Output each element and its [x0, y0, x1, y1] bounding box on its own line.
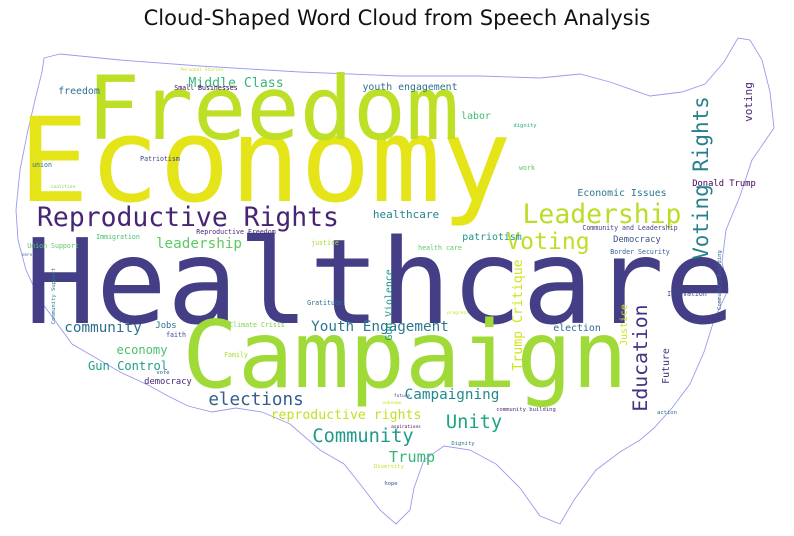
- word-58: hope: [384, 481, 397, 487]
- word-62: coalition: [51, 184, 76, 190]
- word-28: labor: [461, 111, 491, 122]
- word-1: Economy: [18, 92, 511, 229]
- word-50: Patriotism: [140, 155, 180, 163]
- word-51: union: [32, 161, 52, 169]
- word-4: Reproductive Rights: [37, 202, 339, 233]
- word-33: democracy: [144, 377, 192, 387]
- word-38: Border Security: [610, 248, 670, 256]
- word-6: Voting: [506, 229, 589, 255]
- word-67: progress: [447, 311, 469, 316]
- word-23: voting: [742, 82, 755, 122]
- word-10: Community: [312, 426, 413, 447]
- word-7: Voting Rights: [689, 96, 713, 260]
- word-12: Trump: [389, 448, 435, 466]
- word-20: Gun Control: [88, 359, 168, 373]
- word-68: unknown: [383, 400, 402, 406]
- word-43: faith: [166, 331, 186, 339]
- word-29: Future: [661, 348, 672, 384]
- word-65: aspirations: [391, 424, 421, 430]
- word-36: Jobs: [155, 321, 176, 331]
- word-45: Gratitude: [307, 299, 343, 307]
- word-47: justice: [311, 239, 339, 247]
- word-13: Campaigning: [405, 387, 500, 403]
- word-63: Personal Stories: [180, 67, 224, 73]
- word-22: healthcare: [373, 208, 439, 221]
- word-35: Democracy: [613, 235, 661, 245]
- word-26: patriotism: [462, 232, 522, 243]
- word-60: Community Building: [717, 250, 723, 310]
- chart-title: Cloud-Shaped Word Cloud from Speech Anal…: [143, 6, 651, 30]
- word-34: Donald Trump: [692, 179, 756, 189]
- word-8: Education: [629, 304, 652, 411]
- word-17: Middle Class: [188, 76, 283, 91]
- word-32: Gun Violence: [384, 269, 395, 340]
- word-30: Justice: [619, 304, 630, 346]
- word-56: dignity: [513, 123, 537, 129]
- word-15: community: [64, 320, 142, 336]
- word-16: leadership: [156, 236, 242, 252]
- word-59: Community Support: [51, 268, 57, 324]
- word-57: action: [657, 410, 677, 416]
- word-54: Diversity: [374, 464, 404, 470]
- word-40: Immigration: [96, 233, 140, 241]
- word-0: Healthcare: [25, 213, 735, 351]
- word-2: Campaign: [182, 301, 628, 409]
- word-55: Dignity: [451, 441, 475, 447]
- word-19: reproductive rights: [271, 408, 422, 423]
- word-9: Unity: [446, 412, 502, 433]
- word-24: Economic Issues: [577, 188, 666, 199]
- word-11: elections: [208, 390, 303, 410]
- word-21: economy: [117, 343, 168, 357]
- word-52: work: [519, 164, 535, 172]
- word-41: Reproductive Freedom: [196, 228, 275, 236]
- word-25: youth engagement: [362, 82, 457, 93]
- word-18: Trump Critique: [511, 259, 526, 370]
- word-14: Youth Engagement: [311, 319, 449, 335]
- word-31: freedom: [58, 86, 100, 97]
- word-46: Union Support: [27, 242, 79, 250]
- word-39: Innovation: [667, 290, 707, 298]
- word-48: health care: [418, 244, 462, 252]
- word-61: community building: [496, 407, 556, 413]
- word-66: future: [394, 393, 411, 399]
- word-44: Family: [224, 351, 248, 359]
- word-37: Community and Leadership: [582, 224, 677, 232]
- word-27: election: [553, 323, 601, 334]
- word-53: vote: [156, 370, 169, 376]
- word-5: Leadership: [523, 199, 682, 230]
- word-3: Freedom: [87, 57, 460, 160]
- word-64: service: [22, 252, 41, 258]
- word-49: Small Businesses: [174, 84, 238, 92]
- us-map-outline: [15, 37, 775, 525]
- word-42: Climate Crisis: [229, 321, 285, 329]
